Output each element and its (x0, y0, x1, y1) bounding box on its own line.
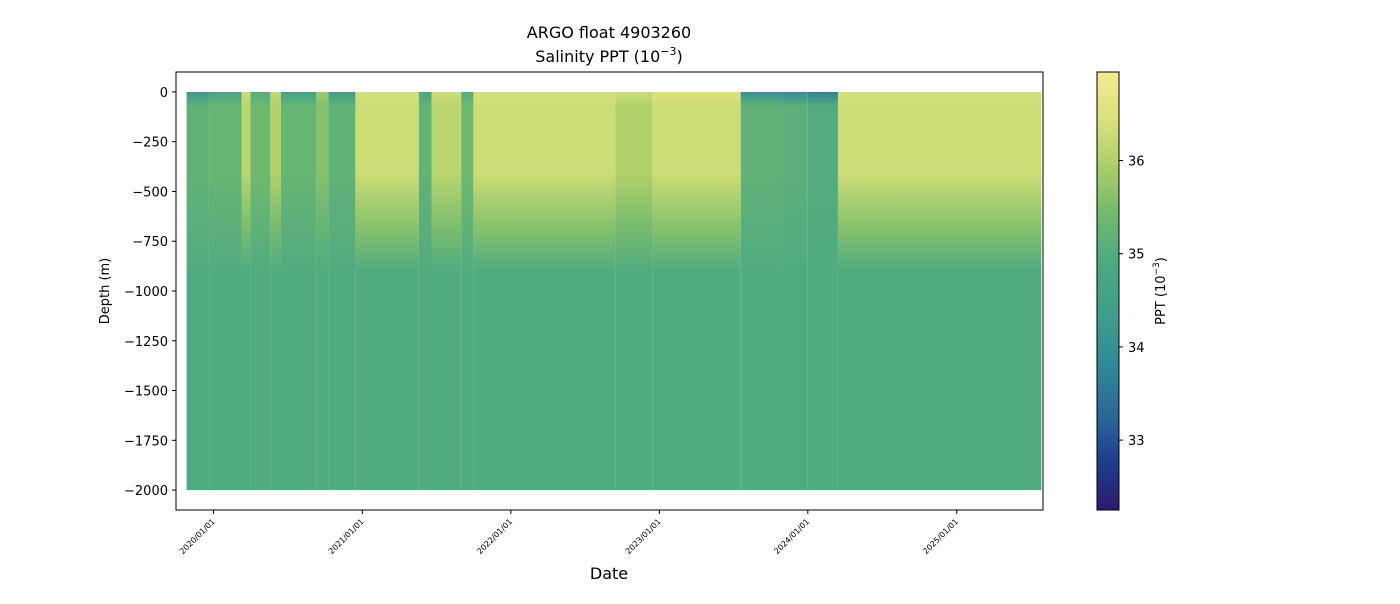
salinity-heatmap (186, 91, 1042, 491)
y-tick-label: −500 (132, 185, 168, 200)
colorbar-tick-label: 35 (1128, 248, 1145, 263)
salinity-deep-cell (615, 270, 653, 491)
salinity-deep-cell (652, 270, 741, 491)
heatmap-column (740, 91, 784, 491)
x-tick-label: 2023/01/01 (624, 517, 663, 556)
y-tick-label: 0 (160, 86, 168, 101)
salinity-deep-cell (807, 270, 838, 491)
salinity-deep-cell (316, 270, 329, 491)
x-axis: 2020/01/01 2021/01/01 2022/01/01 2023/01/01… (178, 510, 960, 556)
heatmap-column (783, 91, 808, 491)
salinity-upper-cell (807, 91, 838, 272)
y-tick-label: −1500 (124, 385, 168, 400)
y-tick-label: −750 (132, 235, 168, 250)
salinity-deep-cell (473, 270, 616, 491)
salinity-deep-cell (280, 270, 317, 491)
colorbar-tick-label: 36 (1128, 155, 1145, 170)
salinity-deep-cell (431, 270, 462, 491)
salinity-upper-cell (241, 91, 251, 272)
salinity-upper-cell (615, 91, 653, 272)
x-axis-label: Date (590, 564, 628, 583)
heatmap-column (473, 91, 616, 491)
chart-subtitle-exp: −3 (660, 45, 676, 58)
colorbar (1096, 71, 1120, 511)
salinity-upper-cell (328, 91, 356, 272)
salinity-upper-cell (473, 91, 616, 272)
salinity-deep-cell (270, 270, 281, 491)
colorbar-label-main: PPT (10 (1154, 275, 1169, 324)
heatmap-column (280, 91, 317, 491)
salinity-upper-cell (740, 91, 784, 272)
salinity-upper-cell (355, 91, 419, 272)
salinity-deep-cell (783, 270, 808, 491)
heatmap-column (241, 91, 251, 491)
y-tick-label: −1000 (124, 285, 168, 300)
salinity-upper-cell (783, 91, 808, 272)
salinity-upper-cell (837, 91, 1042, 272)
y-tick-label: −1750 (124, 434, 168, 449)
salinity-deep-cell (418, 270, 432, 491)
salinity-deep-cell (328, 270, 356, 491)
salinity-deep-cell (241, 270, 251, 491)
heatmap-column (328, 91, 356, 491)
heatmap-column (418, 91, 432, 491)
salinity-upper-cell (250, 91, 271, 272)
heatmap-column (837, 91, 1042, 491)
y-tick-label: −2000 (124, 484, 168, 499)
salinity-upper-cell (461, 91, 474, 272)
heatmap-column (807, 91, 838, 491)
heatmap-column (208, 91, 242, 491)
salinity-upper-cell (418, 91, 432, 272)
salinity-upper-cell (652, 91, 741, 272)
x-tick-label: 2022/01/01 (475, 517, 514, 556)
heatmap-column (250, 91, 271, 491)
y-axis: 0 −250 −500 −750 −1000 −1250 −1500 −1750 −2000 (124, 86, 176, 499)
colorbar-label: PPT (10−3) (1152, 257, 1169, 325)
salinity-upper-cell (270, 91, 281, 272)
salinity-upper-cell (280, 91, 317, 272)
salinity-deep-cell (355, 270, 419, 491)
colorbar-tick-label: 34 (1128, 341, 1145, 356)
colorbar-label-end: ) (1154, 257, 1169, 262)
chart-subtitle-main: Salinity PPT (10 (535, 47, 660, 66)
chart-subtitle-end: ) (677, 47, 683, 66)
salinity-deep-cell (250, 270, 271, 491)
colorbar-axis: 33 34 35 36 (1119, 155, 1145, 449)
x-tick-label: 2020/01/01 (178, 517, 217, 556)
x-tick-label: 2021/01/01 (327, 517, 366, 556)
salinity-deep-cell (461, 270, 474, 491)
salinity-deep-cell (837, 270, 1042, 491)
heatmap-column (461, 91, 474, 491)
heatmap-column (652, 91, 741, 491)
colorbar-label-exp: −3 (1152, 262, 1162, 275)
salinity-upper-cell (316, 91, 329, 272)
salinity-deep-cell (186, 270, 209, 491)
salinity-upper-cell (431, 91, 462, 272)
heatmap-column (270, 91, 281, 491)
colorbar-tick-label: 33 (1128, 434, 1145, 449)
y-tick-label: −1250 (124, 335, 168, 350)
salinity-upper-cell (208, 91, 242, 272)
chart-title: ARGO float 4903260 (527, 23, 691, 42)
heatmap-column (186, 91, 209, 491)
y-tick-label: −250 (132, 136, 168, 151)
chart-subtitle: Salinity PPT (10−3) (535, 45, 683, 66)
heatmap-column (355, 91, 419, 491)
heatmap-column (431, 91, 462, 491)
y-axis-label: Depth (m) (98, 258, 113, 325)
salinity-upper-cell (186, 91, 209, 272)
heatmap-column (615, 91, 653, 491)
salinity-deep-cell (740, 270, 784, 491)
heatmap-column (316, 91, 329, 491)
x-tick-label: 2025/01/01 (921, 517, 960, 556)
x-tick-label: 2024/01/01 (772, 517, 811, 556)
salinity-deep-cell (208, 270, 242, 491)
